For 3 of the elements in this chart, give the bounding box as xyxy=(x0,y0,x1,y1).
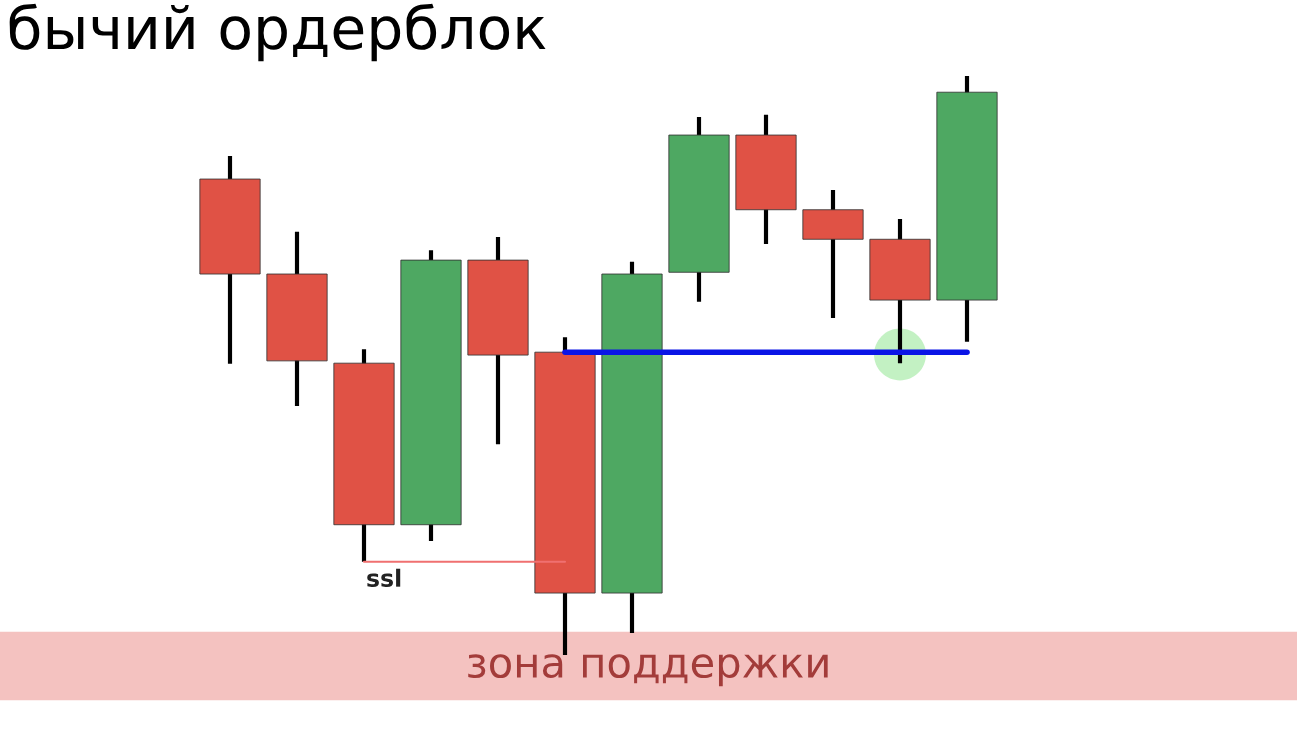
band-label: зона поддержки xyxy=(468,654,828,687)
chart-title: бычий ордерблок xyxy=(9,3,546,62)
series-label: ssl xyxy=(367,568,401,588)
